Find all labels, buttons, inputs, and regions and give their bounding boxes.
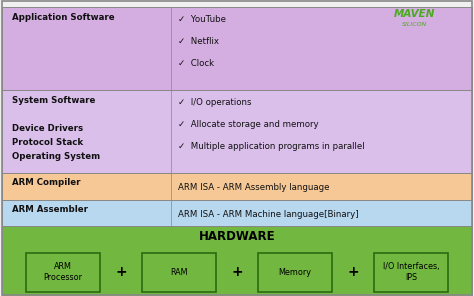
Text: ARM
Processor: ARM Processor [43, 262, 82, 282]
Text: ARM Assembler: ARM Assembler [12, 205, 88, 214]
FancyBboxPatch shape [258, 253, 332, 292]
Text: +: + [347, 265, 359, 279]
Text: ✓  Clock: ✓ Clock [178, 59, 214, 68]
Text: System Software: System Software [12, 96, 95, 104]
Text: ✓  Multiple application programs in parallel: ✓ Multiple application programs in paral… [178, 142, 365, 151]
Text: Operating System: Operating System [12, 152, 100, 161]
Text: HARDWARE: HARDWARE [199, 230, 275, 243]
Text: Memory: Memory [279, 268, 311, 277]
Text: ✓  Netflix: ✓ Netflix [178, 37, 219, 46]
Text: ARM ISA - ARM Assembly language: ARM ISA - ARM Assembly language [178, 183, 329, 192]
FancyBboxPatch shape [142, 253, 216, 292]
Text: Protocol Stack: Protocol Stack [12, 138, 83, 147]
Text: RAM: RAM [170, 268, 188, 277]
Text: +: + [231, 265, 243, 279]
Text: ✓  Allocate storage and memory: ✓ Allocate storage and memory [178, 120, 319, 129]
Text: ARM ISA - ARM Machine language[Binary]: ARM ISA - ARM Machine language[Binary] [178, 210, 358, 219]
Text: I/O Interfaces,
IPS: I/O Interfaces, IPS [383, 262, 439, 282]
Text: ✓  YouTube: ✓ YouTube [178, 15, 226, 24]
FancyBboxPatch shape [2, 200, 472, 226]
FancyBboxPatch shape [26, 253, 100, 292]
Text: ✓  I/O operations: ✓ I/O operations [178, 98, 251, 107]
Text: +: + [115, 265, 127, 279]
Text: Application Software: Application Software [12, 13, 115, 22]
FancyBboxPatch shape [2, 226, 472, 296]
Text: SILICON: SILICON [402, 22, 428, 27]
Text: Device Drivers: Device Drivers [12, 124, 83, 133]
FancyBboxPatch shape [374, 253, 448, 292]
FancyBboxPatch shape [2, 7, 472, 90]
FancyBboxPatch shape [2, 90, 472, 173]
FancyBboxPatch shape [2, 173, 472, 200]
Text: ARM Compiler: ARM Compiler [12, 178, 81, 187]
Text: MAVEN: MAVEN [394, 9, 436, 20]
